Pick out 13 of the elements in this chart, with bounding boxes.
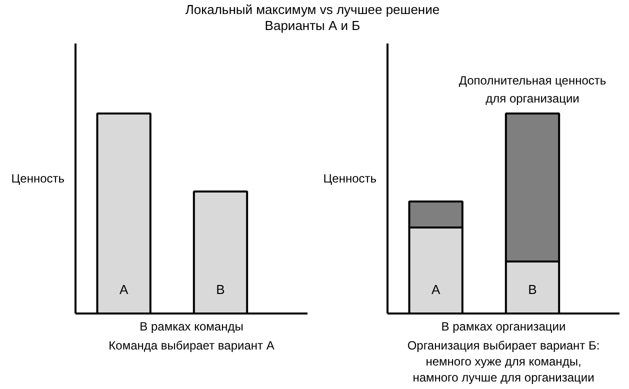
y-axis-title: Ценность [11, 172, 65, 186]
text: Команда выбирает вариант А [108, 338, 274, 352]
x-tick-label: A [432, 282, 440, 297]
y-axis-title: Ценность [323, 172, 377, 186]
x-tick-label: B [528, 282, 537, 297]
text: Организация выбирает вариант Б: немного хуже для команды, намного лучше для организации [407, 338, 600, 384]
chart-title: Локальный максимум vs лучшее решение [185, 2, 440, 17]
x-axis-title: В рамках команды [140, 320, 244, 334]
x-axis-title: В рамках организации [441, 320, 566, 334]
annotation: Дополнительная ценность для организации [458, 73, 606, 106]
x-tick-label: B [216, 282, 225, 297]
x-tick-label: A [120, 282, 128, 297]
chart-subtitle: Варианты А и Б [264, 18, 360, 33]
